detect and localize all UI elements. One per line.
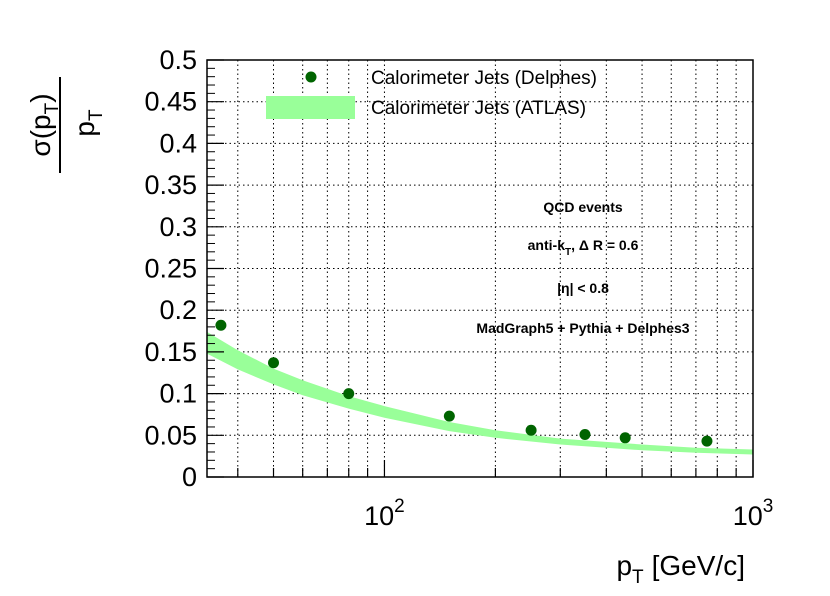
annotation-block: QCD events anti-kT, Δ R = 0.6 |η| < 0.8 … [476,199,689,336]
legend: Calorimeter Jets (Delphes) Calorimeter J… [266,68,597,119]
atlas-band [207,331,753,455]
delphes-data-point [268,357,280,369]
y-axis-denominator: pT [69,109,107,137]
x-tick-label: 103 [733,496,774,531]
axis-ticks [207,59,754,478]
y-tick-label: 0.5 [159,45,197,75]
y-tick-label: 0.35 [144,170,197,200]
delphes-data-point [215,319,227,331]
delphes-data-point [343,388,355,400]
delphes-data-point [579,428,591,440]
delphes-data-point [443,410,455,422]
y-tick-label: 0.45 [144,87,197,117]
legend-marker-delphes [305,71,317,83]
y-tick-label: 0.05 [144,420,197,450]
y-tick-label: 0.15 [144,337,197,367]
y-tick-label: 0.2 [159,295,197,325]
annotation-line-3: |η| < 0.8 [557,280,609,296]
delphes-data-point [525,424,537,436]
x-tick-label: 102 [364,496,405,531]
legend-swatch-atlas [266,96,355,119]
y-tick-label: 0.3 [159,212,197,242]
delphes-data-point [701,435,713,447]
annotation-line-1: QCD events [543,199,623,215]
y-tick-label: 0.4 [159,128,197,158]
tick-labels: 0 0.05 0.1 0.15 0.2 0.25 0.3 0.35 0.4 0.45 0.5 102 1… [144,45,773,531]
annotation-line-2: anti-kT, Δ R = 0.6 [528,237,639,258]
x-axis-title: pT [GeV/c] [616,550,745,588]
y-axis-title: σ(pT) pT [25,77,107,173]
annotation-line-4: MadGraph5 + Pythia + Delphes3 [476,320,689,336]
delphes-points-layer [215,319,713,447]
y-tick-label: 0.25 [144,254,197,284]
grid [207,59,754,478]
atlas-band-layer [207,331,753,455]
delphes-data-point [619,432,631,444]
y-tick-label: 0 [182,462,197,492]
legend-label-atlas: Calorimeter Jets (ATLAS) [371,98,586,119]
legend-label-delphes: Calorimeter Jets (Delphes) [371,68,597,89]
y-axis-numerator: σ(pT) [25,93,63,156]
y-tick-label: 0.1 [159,379,197,409]
